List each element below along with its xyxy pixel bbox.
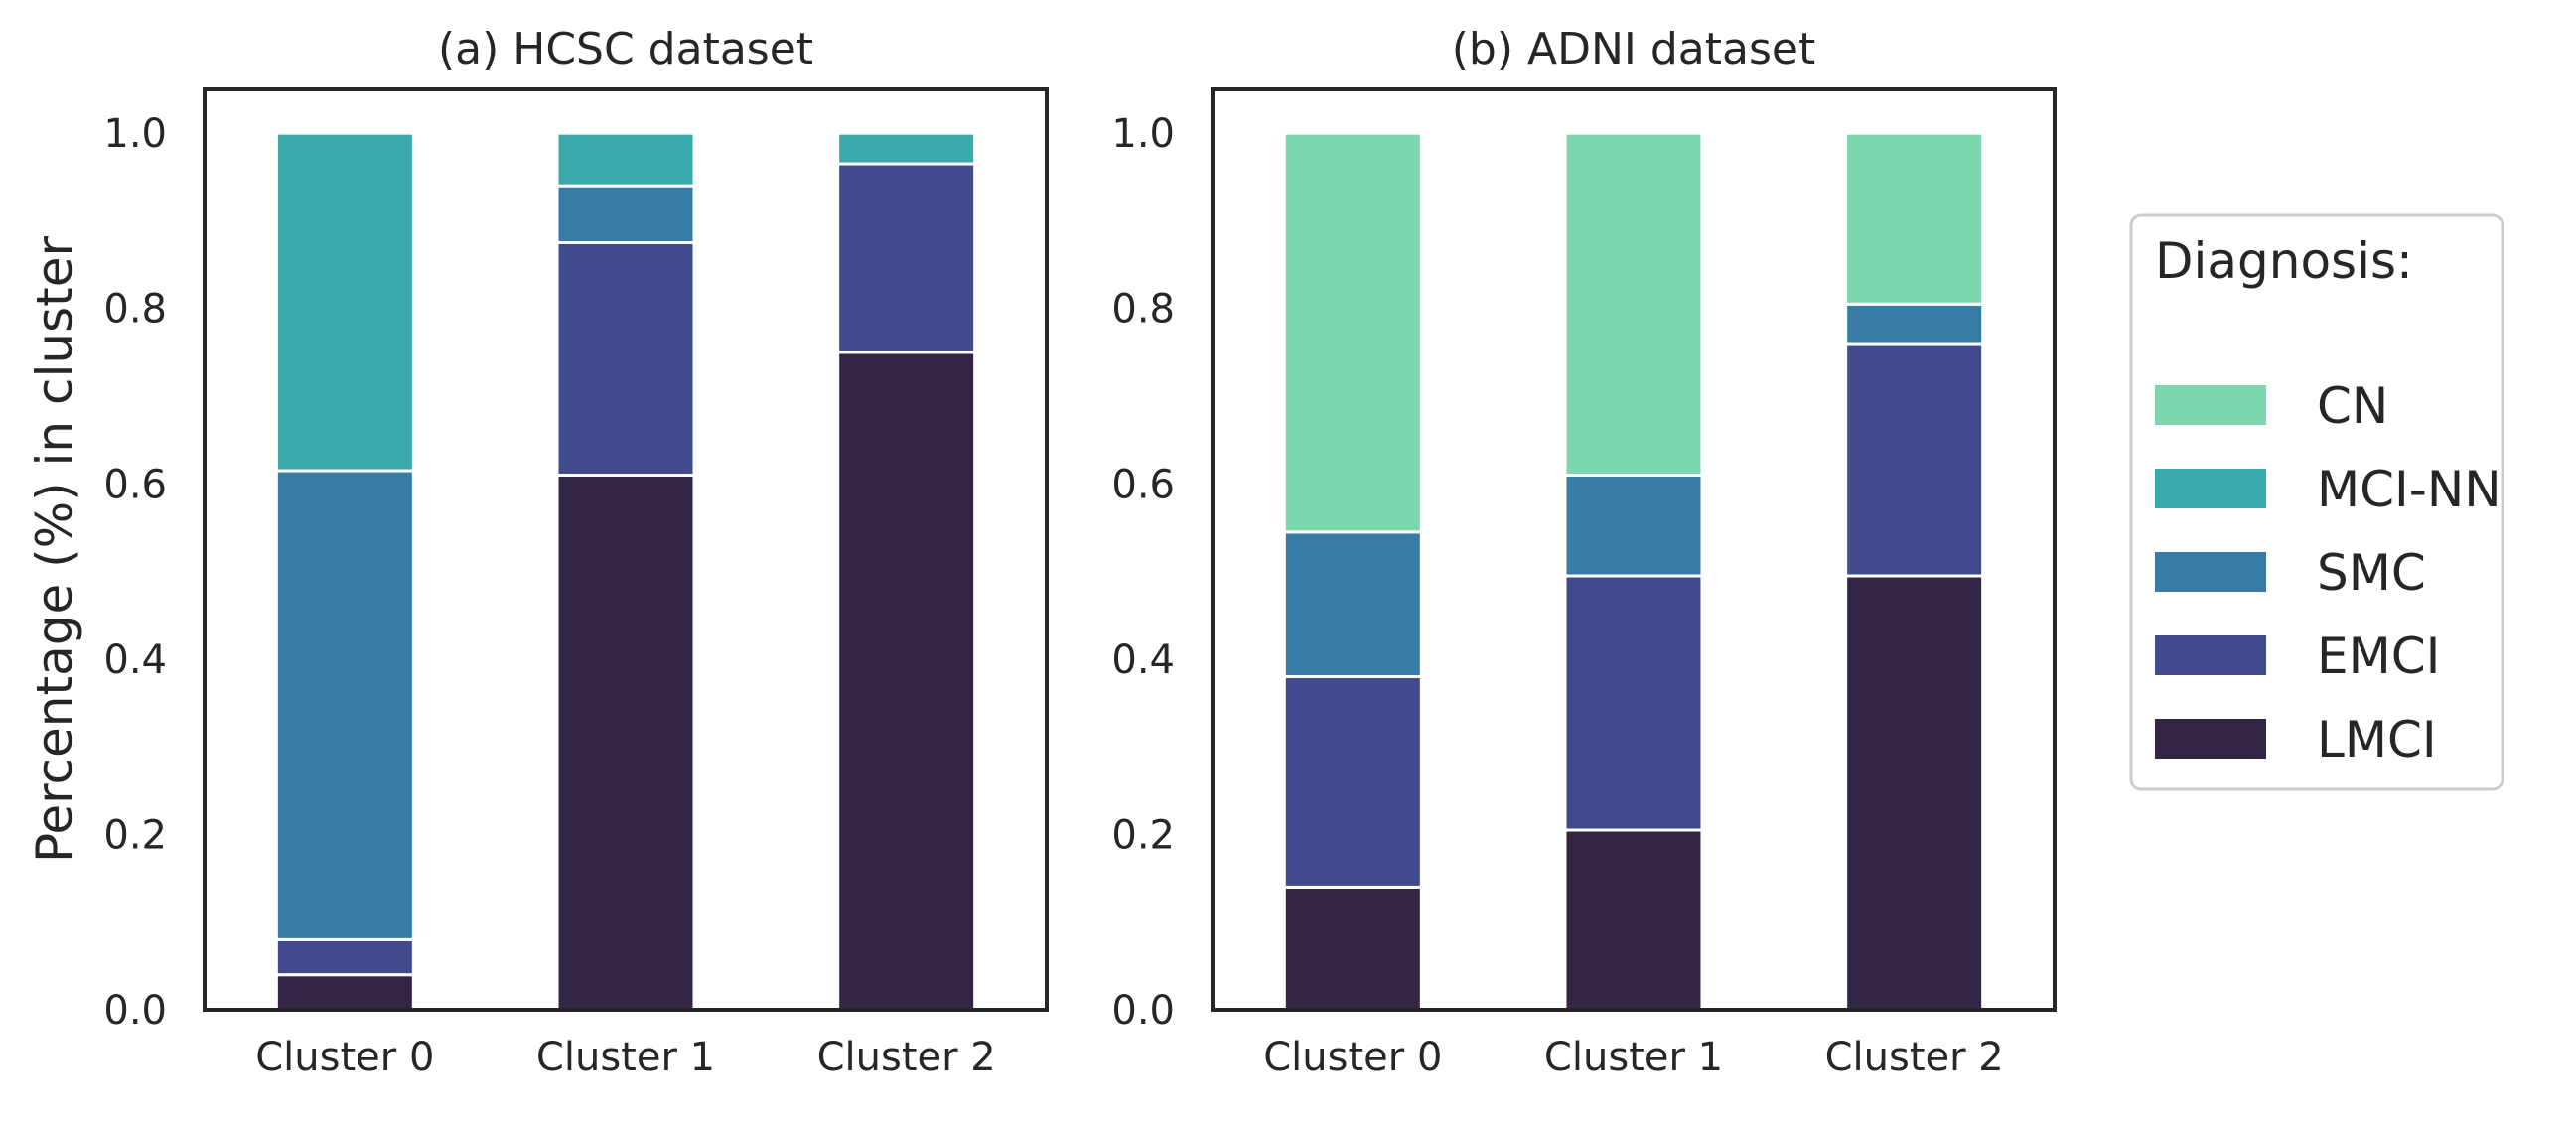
x-tick-label: Cluster 2 (817, 1035, 996, 1080)
legend-swatch-emci (2155, 635, 2266, 675)
x-tick-label: Cluster 1 (1544, 1035, 1723, 1080)
bar-lmci-cluster-0 (274, 973, 415, 1012)
legend-swatch-lmci (2155, 719, 2266, 759)
bar-emci-cluster-0 (1282, 675, 1423, 889)
axes-frame (203, 87, 1049, 1012)
bar-mci-nn-cluster-2 (836, 131, 977, 166)
y-tick-label: 0.6 (103, 462, 167, 507)
bar-smc-cluster-1 (1563, 473, 1704, 578)
y-tick-label: 0.4 (1111, 637, 1175, 683)
bar-smc-cluster-2 (1844, 302, 1985, 346)
legend-label-lmci: LMCI (2317, 711, 2437, 769)
bar-emci-cluster-1 (555, 241, 696, 477)
bar-lmci-cluster-2 (836, 351, 977, 1012)
legend-swatch-smc (2155, 552, 2266, 592)
legend-label-smc: SMC (2317, 544, 2426, 602)
legend: Diagnosis: CN MCI-NN SMC EMCI LMCI (2129, 213, 2504, 791)
panel-adni: Cluster 0 Cluster 1 Cluster 2 0.0 0.2 0.4 0.6 0… (1111, 24, 2057, 1080)
bar-mci-nn-cluster-1 (555, 131, 696, 188)
y-tick-label: 0.0 (103, 988, 167, 1034)
bar-lmci-cluster-1 (555, 473, 696, 1012)
bar-emci-cluster-2 (836, 162, 977, 354)
bar-cn-cluster-2 (1844, 131, 1985, 306)
x-tick-label: Cluster 1 (536, 1035, 715, 1080)
bar-lmci-cluster-1 (1563, 828, 1704, 1012)
y-axis-label: Percentage (%) in cluster (26, 236, 83, 864)
legend-label-cn: CN (2317, 377, 2388, 435)
y-tick-label: 1.0 (103, 111, 167, 157)
y-tick-label: 0.4 (103, 637, 167, 683)
bar-mci-nn-cluster-0 (274, 131, 415, 473)
y-tick-label: 1.0 (1111, 111, 1175, 157)
bar-cn-cluster-1 (1563, 131, 1704, 477)
legend-label-emci: EMCI (2317, 628, 2440, 685)
bar-emci-cluster-2 (1844, 342, 1985, 578)
y-tick-label: 0.2 (103, 812, 167, 858)
bar-emci-cluster-1 (1563, 574, 1704, 832)
y-tick-label: 0.8 (1111, 287, 1175, 333)
legend-label-mci-nn: MCI-NN (2317, 461, 2502, 518)
x-tick-label: Cluster 0 (1263, 1035, 1442, 1080)
bar-lmci-cluster-0 (1282, 885, 1423, 1012)
bar-smc-cluster-1 (555, 184, 696, 245)
legend-swatch-cn (2155, 385, 2266, 425)
chart-title: (b) ADNI dataset (1452, 24, 1815, 74)
x-tick-label: Cluster 2 (1825, 1035, 2004, 1080)
bar-lmci-cluster-2 (1844, 574, 1985, 1012)
legend-title: Diagnosis: (2155, 232, 2413, 290)
panel-hcsc: Cluster 0 Cluster 1 Cluster 2 0.0 0.2 0.4 0.6 0… (26, 24, 1049, 1080)
x-tick-label: Cluster 0 (255, 1035, 434, 1080)
legend-swatch-mci-nn (2155, 469, 2266, 508)
y-tick-label: 0.8 (103, 287, 167, 333)
bar-smc-cluster-0 (1282, 530, 1423, 679)
y-tick-label: 0.2 (1111, 812, 1175, 858)
bar-cn-cluster-0 (1282, 131, 1423, 534)
bar-emci-cluster-0 (274, 937, 415, 977)
axes-frame (1211, 87, 2057, 1012)
y-tick-label: 0.0 (1111, 988, 1175, 1034)
y-tick-label: 0.6 (1111, 462, 1175, 507)
chart-title: (a) HCSC dataset (438, 24, 813, 74)
bar-smc-cluster-0 (274, 469, 415, 941)
